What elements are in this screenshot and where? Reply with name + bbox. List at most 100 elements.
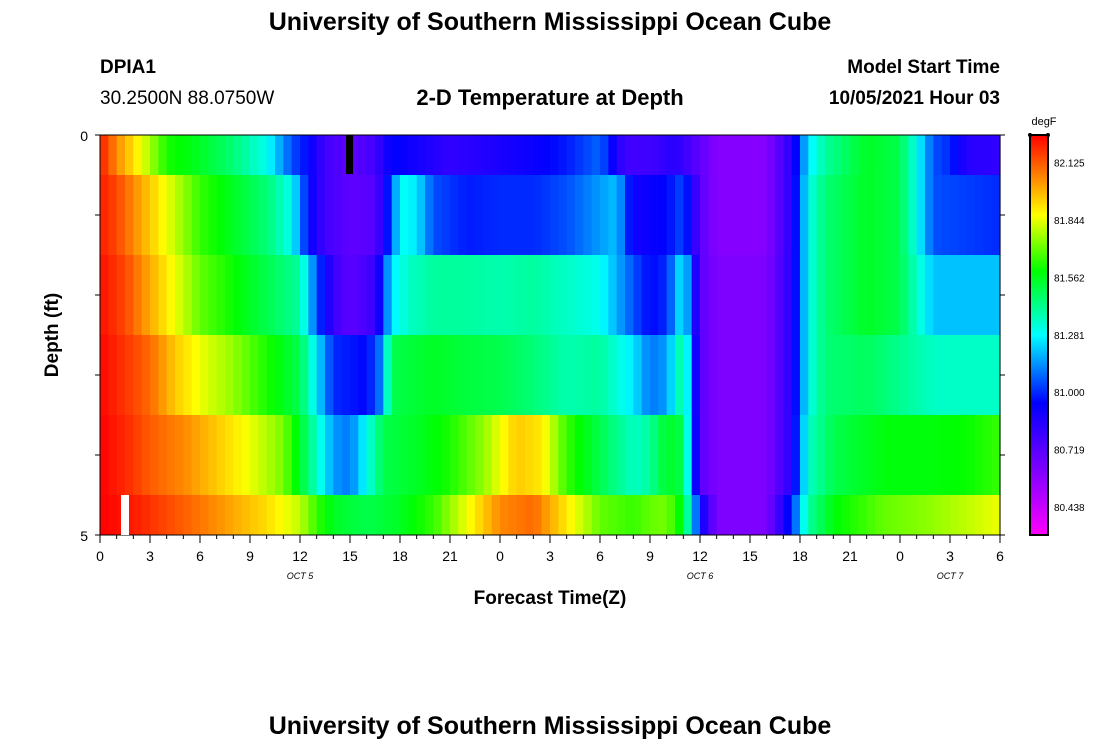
heat-cell — [433, 135, 443, 175]
heat-cell — [766, 495, 776, 535]
heat-cell — [383, 135, 393, 175]
heat-cell — [200, 135, 209, 175]
heat-cell — [875, 135, 884, 175]
heat-cell — [450, 175, 459, 255]
heat-cell — [700, 175, 709, 255]
heat-cell — [141, 335, 151, 415]
heat-cell — [575, 495, 584, 535]
heat-cell — [550, 415, 559, 495]
heat-cell — [808, 415, 818, 495]
heat-cell — [366, 255, 376, 335]
heat-cell — [775, 255, 784, 335]
colorbar-tick-label: 81.562 — [1054, 273, 1085, 284]
heat-cell — [858, 135, 868, 175]
y-tick-label: 0 — [80, 128, 88, 144]
heat-cell — [791, 495, 801, 535]
heat-cell — [508, 255, 518, 335]
heat-cell — [466, 175, 476, 255]
heat-cell — [716, 415, 726, 495]
heat-cell — [408, 415, 418, 495]
heat-cell — [625, 495, 634, 535]
date-label: OCT 7 — [937, 571, 964, 581]
heat-cell — [608, 255, 618, 335]
heat-cell — [391, 255, 401, 335]
heat-cell — [633, 175, 643, 255]
heat-cell — [108, 415, 118, 495]
heat-cell — [658, 335, 668, 415]
heat-cell — [158, 135, 168, 175]
heat-cell — [391, 175, 401, 255]
heat-cell — [958, 415, 968, 495]
heat-cell — [641, 335, 651, 415]
heat-cell — [133, 135, 143, 175]
heat-cell — [325, 255, 334, 335]
heat-cell — [708, 415, 718, 495]
heat-cell — [716, 255, 726, 335]
heat-cell — [775, 175, 784, 255]
heat-cell — [891, 255, 901, 335]
heat-cell — [975, 495, 984, 535]
heat-cell — [825, 335, 834, 415]
heat-cell — [600, 175, 609, 255]
heat-cell — [400, 175, 409, 255]
heat-cell — [458, 175, 468, 255]
heat-cell — [408, 335, 418, 415]
heat-cell — [525, 255, 534, 335]
heat-cell — [516, 415, 526, 495]
heat-cell — [916, 335, 926, 415]
heat-cell — [241, 335, 251, 415]
heat-cell — [225, 175, 234, 255]
x-tick-label: 18 — [792, 548, 808, 564]
heat-cell — [375, 495, 384, 535]
heat-cell — [958, 135, 968, 175]
heat-cell — [658, 415, 668, 495]
heat-cell — [450, 135, 459, 175]
heat-cell — [225, 415, 234, 495]
heat-cell — [308, 495, 318, 535]
x-tick-label: 21 — [842, 548, 858, 564]
heat-cell — [950, 135, 959, 175]
heat-cell — [341, 495, 351, 535]
heat-cell — [800, 415, 809, 495]
heat-cell — [608, 415, 618, 495]
heat-cell — [541, 175, 551, 255]
heat-cell — [841, 175, 851, 255]
heat-cell — [941, 415, 951, 495]
heat-cell — [258, 415, 268, 495]
heat-cell — [783, 255, 793, 335]
heat-cell — [166, 255, 176, 335]
heat-cell — [408, 495, 418, 535]
heat-cell — [500, 415, 509, 495]
heat-cell — [250, 135, 259, 175]
colorbar-tick-label: 81.281 — [1054, 331, 1085, 342]
heat-cell — [258, 335, 268, 415]
heat-cell — [700, 335, 709, 415]
heat-cell — [358, 255, 368, 335]
heat-cell — [858, 335, 868, 415]
heat-cell — [550, 255, 559, 335]
heat-cell — [425, 255, 434, 335]
heat-cell — [308, 415, 318, 495]
heat-cell — [100, 175, 109, 255]
heat-cell — [358, 335, 368, 415]
heat-cell — [566, 135, 576, 175]
heat-cell — [975, 135, 984, 175]
heat-cell — [150, 335, 159, 415]
heat-cell — [216, 415, 226, 495]
heat-cell — [483, 335, 493, 415]
heat-cell — [325, 415, 334, 495]
heat-cell — [958, 495, 968, 535]
heat-cell — [916, 255, 926, 335]
heat-cell — [658, 135, 668, 175]
heat-cell — [666, 335, 676, 415]
heat-cell — [516, 255, 526, 335]
heat-cell — [825, 175, 834, 255]
x-tick-label: 21 — [442, 548, 458, 564]
heat-cell — [616, 495, 626, 535]
heat-cell — [908, 495, 918, 535]
heat-cell — [925, 495, 934, 535]
heat-cell — [150, 495, 159, 535]
heat-cell — [250, 175, 259, 255]
heat-cell — [916, 135, 926, 175]
heat-cell — [466, 255, 476, 335]
